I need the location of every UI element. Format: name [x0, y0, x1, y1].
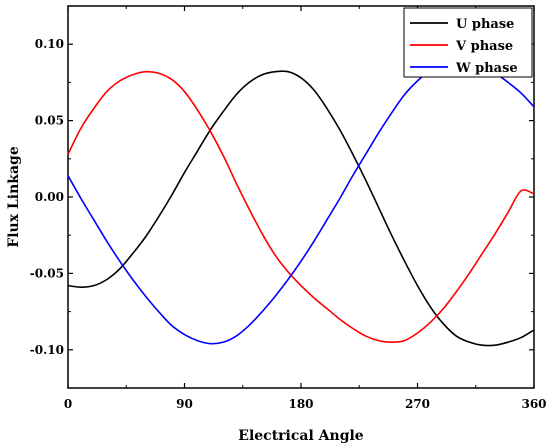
- series-line-w-phase: [67, 60, 535, 345]
- legend-label-u: U phase: [456, 17, 514, 32]
- y-tick-label: 0.05: [35, 114, 64, 128]
- y-tick-label: -0.05: [30, 266, 64, 280]
- series-layer: [67, 60, 535, 347]
- y-tick-label: 0.10: [35, 37, 64, 51]
- y-axis-ticks: 0.10 0.05 0.00 -0.05 -0.10: [30, 5, 534, 389]
- y-tick-label: -0.10: [30, 343, 64, 357]
- x-axis-title: Electrical Angle: [238, 428, 364, 444]
- y-tick-label: 0.00: [35, 190, 64, 204]
- x-tick-label: 270: [405, 397, 430, 411]
- legend: U phase V phase W phase: [403, 7, 533, 78]
- x-tick-label: 180: [288, 397, 313, 411]
- legend-label-w: W phase: [455, 61, 518, 76]
- x-tick-label: 360: [521, 397, 546, 411]
- legend-box: [403, 7, 533, 78]
- series-line-v-phase: [67, 70, 535, 343]
- legend-label-v: V phase: [455, 39, 513, 54]
- series-line-u-phase: [67, 70, 535, 347]
- x-tick-label: 90: [176, 397, 193, 411]
- y-axis-title: Flux Linkage: [6, 146, 22, 248]
- x-tick-label: 0: [64, 397, 72, 411]
